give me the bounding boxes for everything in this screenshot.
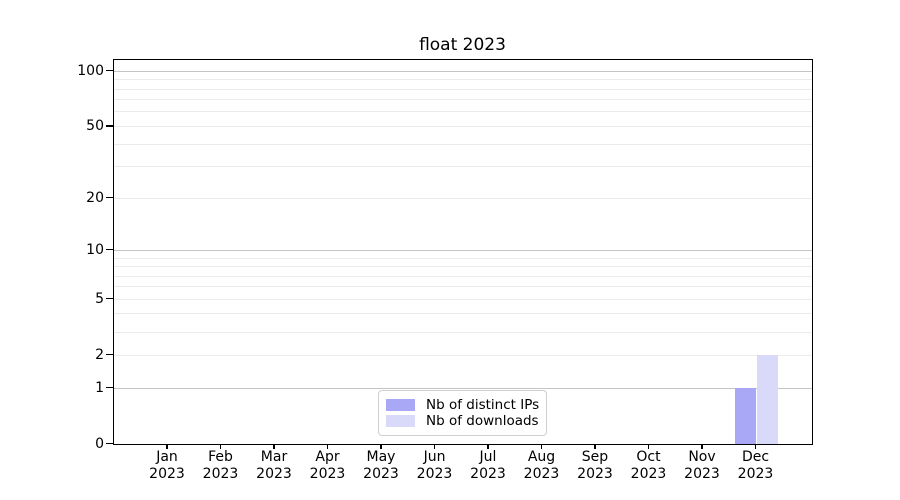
x-tick-year-text: 2023 <box>523 465 560 482</box>
x-tick-jan <box>166 444 168 449</box>
x-tick-year-text: 2023 <box>363 465 399 482</box>
y-tick-label-100: 100 <box>77 62 104 79</box>
x-tick-nov <box>701 444 703 449</box>
x-tick-month-text: Sep <box>581 449 609 465</box>
y-tick-label-1: 1 <box>95 379 104 396</box>
gridline-y-40 <box>114 143 812 145</box>
gridline-y-70 <box>114 99 812 101</box>
gridline-y-30 <box>114 166 812 168</box>
x-tick-aug <box>540 444 543 449</box>
gridline-y-100 <box>114 70 812 72</box>
x-tick-year-text: 2023 <box>416 465 453 482</box>
gridline-y-7 <box>114 275 812 277</box>
x-tick-month-text: Jun <box>423 449 446 465</box>
x-tick-year-text: 2023 <box>577 465 613 482</box>
bar-downloads-dec <box>756 355 778 444</box>
legend-item-distinct-ips: Nb of distinct IPs <box>386 397 540 413</box>
gridline-y-3 <box>114 331 812 333</box>
y-tick-label-20: 20 <box>86 189 104 206</box>
x-tick-oct <box>647 444 650 449</box>
x-tick-feb <box>219 444 222 449</box>
gridline-y-90 <box>114 79 812 81</box>
x-tick-month-text: Feb <box>208 449 233 465</box>
x-tick-apr <box>326 444 329 449</box>
y-tick-0 <box>106 442 113 445</box>
x-tick-label-mar: Mar 2023 <box>242 449 306 482</box>
gridline-y-50 <box>114 125 812 127</box>
x-tick-jul <box>487 444 489 449</box>
gridline-y-4 <box>114 313 812 315</box>
x-tick-label-may: May 2023 <box>349 449 413 482</box>
x-tick-year-text: 2023 <box>202 465 239 482</box>
y-tick-2 <box>106 354 113 356</box>
y-tick-5 <box>106 298 113 300</box>
x-tick-year-text: 2023 <box>737 465 774 482</box>
x-tick-label-oct: Oct 2023 <box>617 449 681 482</box>
x-tick-month-text: Dec <box>741 449 770 465</box>
x-tick-sep <box>594 444 596 449</box>
x-tick-month-text: Aug <box>527 449 556 465</box>
y-tick-10 <box>106 249 113 251</box>
x-tick-label-jan: Jan 2023 <box>135 449 199 482</box>
x-tick-month-text: Jan <box>156 449 178 465</box>
x-tick-year-text: 2023 <box>149 465 185 482</box>
gridline-y-60 <box>114 111 812 113</box>
y-tick-50 <box>106 125 113 127</box>
x-tick-month-text: Nov <box>688 449 716 465</box>
y-tick-100 <box>106 69 113 72</box>
y-tick-label-0: 0 <box>95 435 104 452</box>
x-tick-month-text: Jul <box>479 449 497 465</box>
x-tick-year-text: 2023 <box>684 465 720 482</box>
legend-label-distinct-ips: Nb of distinct IPs <box>426 397 540 413</box>
x-tick-label-dec: Dec 2023 <box>724 449 788 482</box>
x-tick-jun <box>433 444 436 449</box>
y-tick-label-2: 2 <box>95 346 104 363</box>
gridline-y-20 <box>114 197 812 199</box>
distinct-ips-swatch-icon <box>386 399 415 411</box>
x-tick-year-text: 2023 <box>256 465 292 482</box>
x-tick-label-jul: Jul 2023 <box>456 449 520 482</box>
bar-distinct-ips-dec <box>735 388 757 444</box>
legend: Nb of distinct IPs Nb of downloads <box>378 390 547 436</box>
downloads-swatch-icon <box>386 415 415 427</box>
legend-item-downloads: Nb of downloads <box>386 413 539 429</box>
y-tick-label-50: 50 <box>86 117 104 134</box>
x-tick-year-text: 2023 <box>309 465 346 482</box>
x-tick-month-text: Mar <box>260 449 288 465</box>
x-tick-label-feb: Feb 2023 <box>189 449 253 482</box>
legend-label-downloads: Nb of downloads <box>426 413 539 429</box>
x-tick-month-text: Apr <box>315 449 340 465</box>
x-tick-label-jun: Jun 2023 <box>403 449 467 482</box>
x-tick-mar <box>273 444 275 449</box>
gridline-y-80 <box>114 88 812 90</box>
x-tick-may <box>380 444 382 449</box>
x-tick-year-text: 2023 <box>630 465 667 482</box>
gridline-y-6 <box>114 286 812 288</box>
gridline-y-1 <box>114 387 812 389</box>
x-tick-month-text: Oct <box>636 449 661 465</box>
x-tick-label-sep: Sep 2023 <box>563 449 627 482</box>
chart-title: float 2023 <box>419 35 506 55</box>
gridline-y-8 <box>114 266 812 267</box>
y-tick-label-10: 10 <box>86 241 104 258</box>
gridline-y-2 <box>114 354 812 356</box>
y-tick-1 <box>106 386 113 389</box>
x-tick-label-apr: Apr 2023 <box>296 449 360 482</box>
y-tick-20 <box>106 196 113 199</box>
x-tick-dec <box>754 444 757 449</box>
gridline-y-5 <box>114 298 812 300</box>
plot-area <box>113 59 813 445</box>
gridline-y-10 <box>114 249 812 251</box>
x-tick-label-nov: Nov 2023 <box>670 449 734 482</box>
x-tick-year-text: 2023 <box>470 465 506 482</box>
gridline-y-9 <box>114 257 812 259</box>
y-tick-label-5: 5 <box>95 290 104 307</box>
x-tick-month-text: May <box>366 449 396 465</box>
x-tick-label-aug: Aug 2023 <box>510 449 574 482</box>
